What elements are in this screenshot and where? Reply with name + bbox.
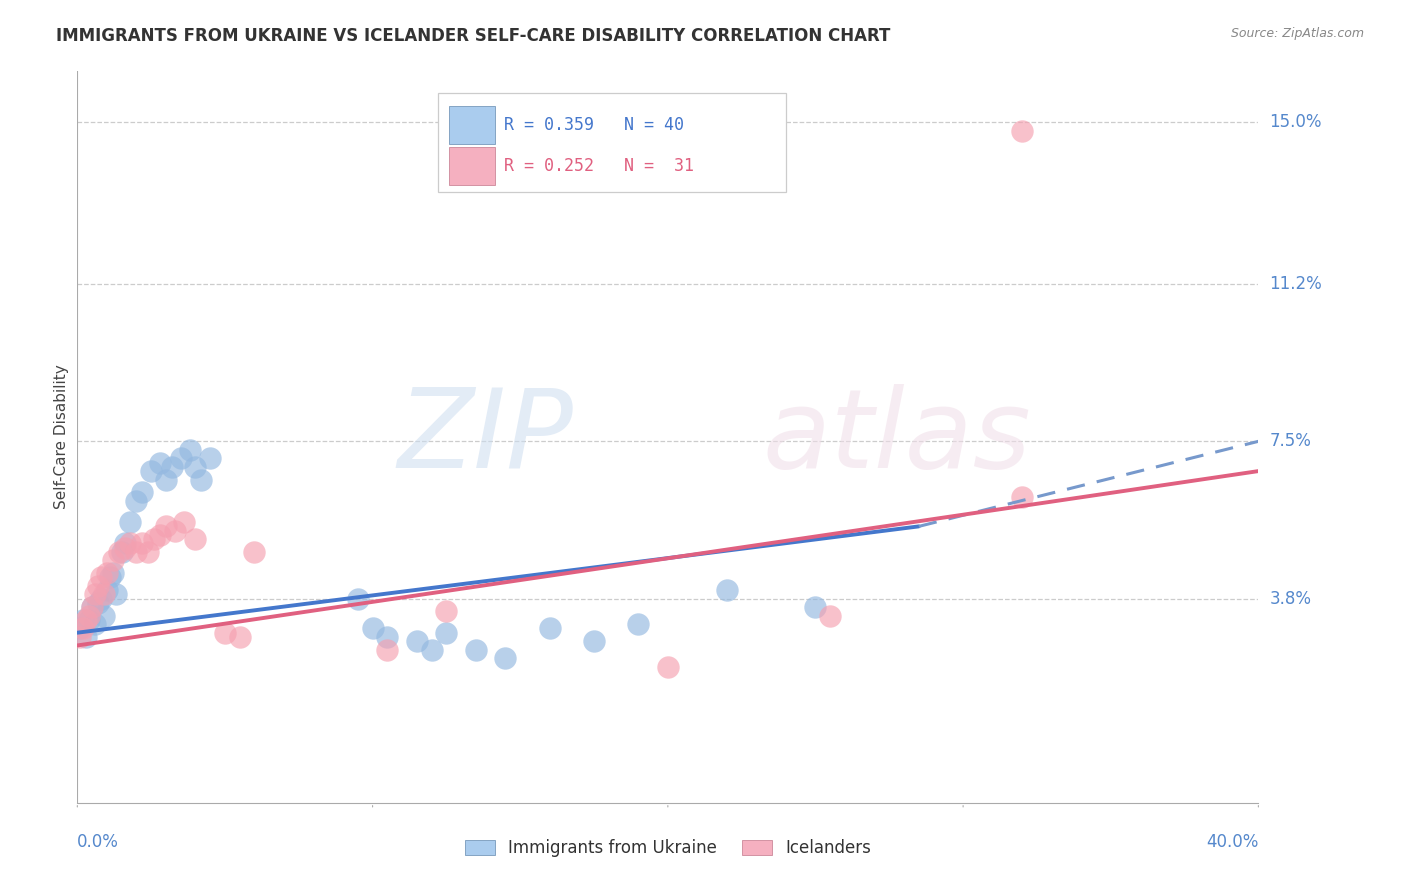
Point <box>155 473 177 487</box>
Point <box>495 651 517 665</box>
Text: Source: ZipAtlas.com: Source: ZipAtlas.com <box>1230 27 1364 40</box>
Point <box>377 630 399 644</box>
Point <box>125 545 148 559</box>
Point <box>84 617 107 632</box>
Point <box>131 485 153 500</box>
Point <box>114 536 136 550</box>
Point <box>69 622 91 636</box>
Point <box>90 591 112 606</box>
FancyBboxPatch shape <box>450 146 495 185</box>
Point <box>583 634 606 648</box>
Text: 0.0%: 0.0% <box>77 833 120 851</box>
Point <box>155 519 177 533</box>
Point <box>131 536 153 550</box>
Point <box>77 608 100 623</box>
Point <box>820 608 842 623</box>
Point <box>361 622 384 636</box>
Point <box>163 524 186 538</box>
Point <box>420 642 443 657</box>
Text: 3.8%: 3.8% <box>1270 590 1312 607</box>
Text: 40.0%: 40.0% <box>1206 833 1258 851</box>
Point <box>96 583 118 598</box>
Point <box>173 515 195 529</box>
Point <box>179 442 201 457</box>
Legend: Immigrants from Ukraine, Icelanders: Immigrants from Ukraine, Icelanders <box>458 832 877 864</box>
Point <box>77 613 100 627</box>
Text: ZIP: ZIP <box>398 384 574 491</box>
Point <box>190 473 212 487</box>
FancyBboxPatch shape <box>450 106 495 144</box>
Point <box>538 622 561 636</box>
Point <box>72 622 94 636</box>
Point <box>87 596 110 610</box>
Point <box>346 591 368 606</box>
Point <box>200 451 222 466</box>
Text: 11.2%: 11.2% <box>1270 275 1322 293</box>
Text: R = 0.252   N =  31: R = 0.252 N = 31 <box>503 157 693 175</box>
FancyBboxPatch shape <box>437 94 786 192</box>
Point <box>87 579 110 593</box>
Point <box>464 642 488 657</box>
Point <box>160 459 183 474</box>
Point <box>82 600 104 615</box>
Point <box>72 613 94 627</box>
Point <box>436 604 458 618</box>
Point <box>75 613 97 627</box>
Point <box>75 630 97 644</box>
Point <box>149 528 172 542</box>
Text: 15.0%: 15.0% <box>1270 113 1322 131</box>
Point <box>136 545 159 559</box>
Point <box>101 553 124 567</box>
Text: R = 0.359   N = 40: R = 0.359 N = 40 <box>503 116 683 134</box>
Point <box>716 583 738 598</box>
Point <box>104 587 127 601</box>
Point <box>111 545 132 559</box>
Point <box>377 642 399 657</box>
Point <box>243 545 266 559</box>
Point <box>170 451 193 466</box>
Point <box>69 630 91 644</box>
Point <box>120 515 142 529</box>
Text: 7.5%: 7.5% <box>1270 433 1312 450</box>
Point <box>82 600 104 615</box>
Point <box>90 570 112 584</box>
Point <box>120 536 142 550</box>
Y-axis label: Self-Care Disability: Self-Care Disability <box>53 365 69 509</box>
Point <box>84 587 107 601</box>
Point <box>214 625 236 640</box>
Point <box>184 459 207 474</box>
Point <box>96 566 118 581</box>
Point <box>101 566 124 581</box>
Point <box>804 600 827 615</box>
Point <box>93 608 115 623</box>
Point <box>143 532 166 546</box>
Point <box>149 456 172 470</box>
Point <box>657 659 679 673</box>
Point <box>114 541 136 555</box>
Point <box>107 545 129 559</box>
Point <box>1011 124 1033 138</box>
Point <box>184 532 207 546</box>
Point <box>93 587 115 601</box>
Point <box>125 494 148 508</box>
Point <box>1011 490 1033 504</box>
Text: atlas: atlas <box>762 384 1031 491</box>
Point <box>406 634 429 648</box>
Point <box>228 630 252 644</box>
Point <box>627 617 650 632</box>
Text: IMMIGRANTS FROM UKRAINE VS ICELANDER SELF-CARE DISABILITY CORRELATION CHART: IMMIGRANTS FROM UKRAINE VS ICELANDER SEL… <box>56 27 890 45</box>
Point <box>141 464 163 478</box>
Point <box>98 570 121 584</box>
Point <box>436 625 458 640</box>
